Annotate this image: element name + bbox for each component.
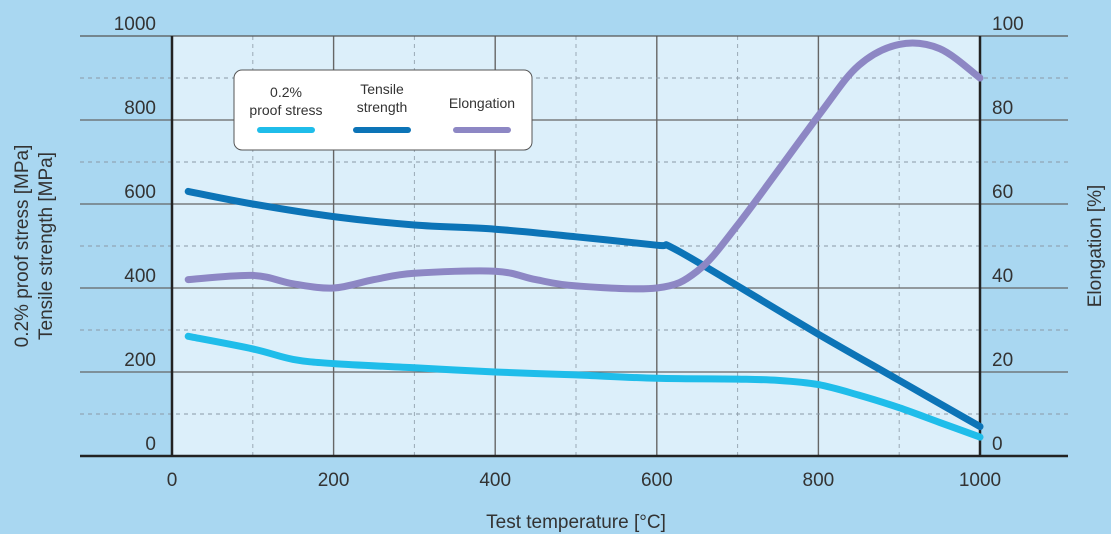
right-y-tick-label: 60: [992, 182, 1013, 203]
legend-label-tensile-line2: strength: [357, 99, 408, 115]
x-tick-label: 400: [479, 470, 511, 491]
left-axis-title-1: 0.2% proof stress [MPa]: [12, 145, 33, 348]
left-axis-title-2: Tensile strength [MPa]: [36, 152, 57, 340]
x-axis-title: Test temperature [°C]: [486, 512, 666, 533]
legend-label-proof-stress-line1: 0.2%: [270, 84, 302, 100]
series-line-proof-stress: [184, 332, 984, 441]
left-y-tick-label: 200: [124, 350, 156, 371]
x-tick-label: 200: [318, 470, 350, 491]
left-y-tick-label: 0: [145, 434, 156, 455]
legend: 0.2% proof stress Tensile strength Elong…: [233, 69, 533, 151]
legend-label-tensile-line1: Tensile: [360, 81, 404, 97]
right-axis-title: Elongation [%]: [1085, 185, 1106, 308]
legend-label-proof-stress-line2: proof stress: [249, 102, 322, 118]
left-y-tick-label: 800: [124, 98, 156, 119]
x-tick-label: 600: [641, 470, 673, 491]
right-y-tick-label: 100: [992, 14, 1024, 35]
left-y-tick-label: 400: [124, 266, 156, 287]
right-y-tick-label: 0: [992, 434, 1003, 455]
tick-labels: 0 200 400 600 800 1000 0 200 400 600 800 1000 0 20 40 6…: [114, 14, 1024, 491]
legend-label-elongation: Elongation: [449, 95, 515, 111]
left-y-tick-label: 600: [124, 182, 156, 203]
right-y-tick-label: 40: [992, 266, 1013, 287]
series-line-elongation: [184, 39, 984, 293]
x-tick-label: 0: [167, 470, 178, 491]
series-lines: [184, 39, 984, 441]
x-tick-label: 800: [803, 470, 835, 491]
series-line-tensile-strength: [184, 187, 984, 431]
left-y-tick-label: 1000: [114, 14, 156, 35]
x-tick-label: 1000: [959, 470, 1001, 491]
axes: [80, 35, 1068, 458]
right-y-tick-label: 20: [992, 350, 1013, 371]
right-y-tick-label: 80: [992, 98, 1013, 119]
